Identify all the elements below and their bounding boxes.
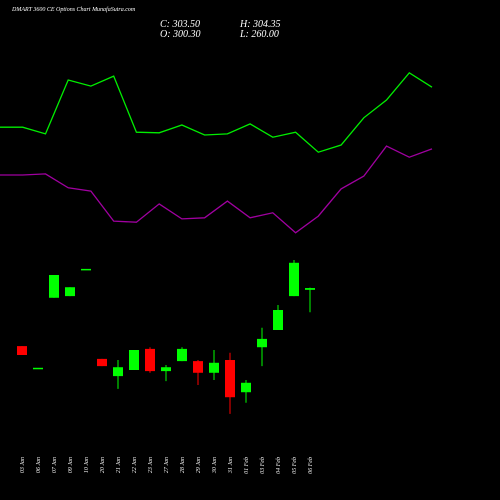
x-tick-label: 05 Feb: [292, 457, 298, 474]
candle-body: [49, 275, 59, 298]
x-tick-label: 29 Jan: [196, 457, 202, 473]
candle-body: [65, 287, 75, 297]
x-tick-label: 09 Jan: [68, 457, 74, 473]
candle-body: [177, 348, 187, 362]
chart-title: DMART 3600 CE Options Chart MunafaSutra.…: [11, 6, 136, 13]
header-open: O: 300.30: [160, 29, 201, 40]
x-tick-label: 30 Jan: [212, 457, 218, 474]
candle-body: [97, 358, 107, 367]
x-tick-label: 04 Feb: [275, 457, 282, 474]
header-close: C: 303.50: [160, 19, 200, 30]
x-tick-label: 21 Jan: [116, 457, 122, 473]
x-tick-label: 03 Jan: [20, 457, 26, 473]
header-low: L: 260.00: [239, 29, 279, 40]
candle-body: [193, 361, 203, 373]
x-tick-label: 22 Jan: [132, 457, 138, 473]
candle-body: [145, 348, 155, 372]
x-tick-label: 28 Jan: [180, 457, 186, 473]
candle-body: [257, 338, 267, 348]
x-tick-label: 03 Feb: [260, 457, 266, 474]
x-tick-label: 06 Feb: [308, 457, 314, 474]
x-tick-label: 31 Jan: [228, 457, 234, 474]
header-high: H: 304.35: [239, 19, 281, 30]
indicator-line: [0, 145, 433, 234]
x-tick-label: 06 Jan: [36, 457, 42, 473]
candle-body: [17, 346, 27, 355]
indicator-line: [0, 71, 433, 153]
candle-body: [273, 310, 283, 330]
candle-body: [241, 382, 251, 393]
candle-body: [209, 362, 219, 373]
candle-body: [225, 360, 235, 398]
candle-body: [305, 288, 315, 290]
candle-body: [33, 367, 43, 370]
candle-body: [113, 367, 123, 377]
x-tick-label: 27 Jan: [164, 457, 170, 473]
x-tick-label: 01 Feb: [244, 457, 250, 474]
candle-body: [81, 268, 91, 271]
x-tick-label: 10 Jan: [84, 457, 90, 473]
x-tick-label: 23 Jan: [148, 457, 154, 473]
candle-body: [161, 367, 171, 372]
candle-body: [129, 350, 139, 370]
x-tick-label: 20 Jan: [100, 457, 106, 473]
x-tick-label: 07 Jan: [52, 457, 58, 473]
candle-body: [289, 262, 299, 297]
